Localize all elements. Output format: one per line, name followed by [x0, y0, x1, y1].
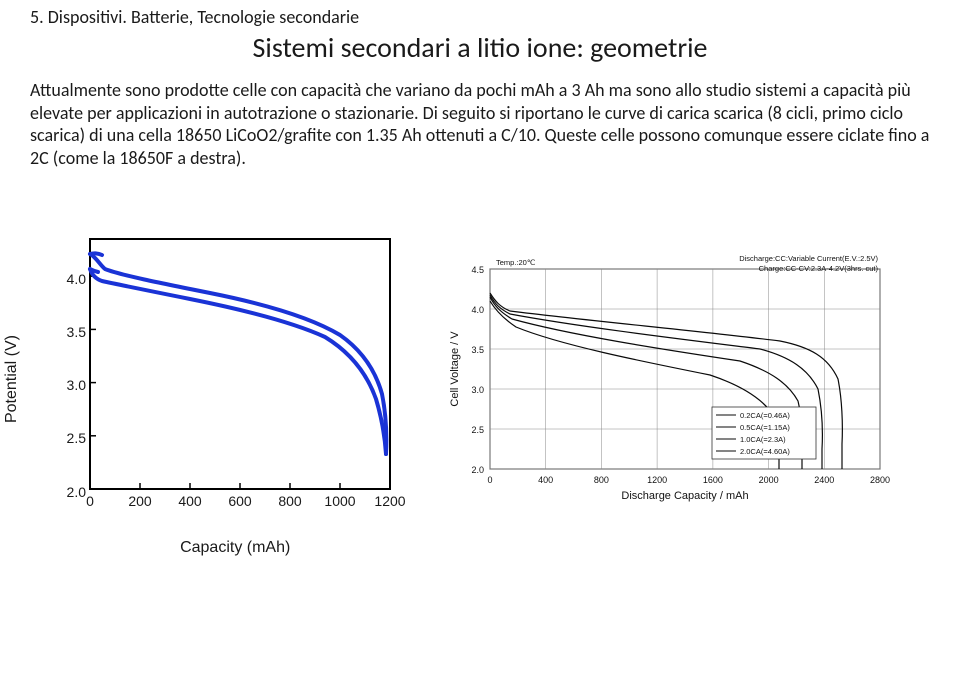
breadcrumb: 5. Dispositivi. Batterie, Tecnologie sec…: [30, 6, 930, 28]
svg-text:2000: 2000: [759, 475, 779, 485]
ytick: 2.5: [67, 430, 86, 446]
svg-text:1200: 1200: [647, 475, 667, 485]
svg-text:1.0CA(=2.3A): 1.0CA(=2.3A): [740, 435, 786, 444]
right-chart-xlabel: Discharge Capacity / mAh: [621, 490, 748, 502]
xtick: 200: [128, 493, 151, 509]
xtick: 800: [278, 493, 301, 509]
xtick: 1000: [324, 493, 355, 509]
ytick: 2.0: [67, 484, 86, 500]
body-paragraph: Attualmente sono prodotte celle con capa…: [30, 79, 930, 169]
ytick: 4.0: [67, 271, 86, 287]
svg-text:2.0CA(=4.60A): 2.0CA(=4.60A): [740, 447, 790, 456]
svg-text:0: 0: [487, 475, 492, 485]
xtick: 600: [228, 493, 251, 509]
xtick: 400: [178, 493, 201, 509]
svg-text:2.5: 2.5: [471, 425, 484, 435]
right-chart-svg: 4.5 4.0 3.5 3.0 2.5 2.0 0 400 800 1200 1…: [440, 249, 900, 509]
left-chart-svg: [30, 229, 410, 529]
svg-text:3.5: 3.5: [471, 345, 484, 355]
svg-text:Charge:CC-CV:2.3A-4.2V(3hrs. c: Charge:CC-CV:2.3A-4.2V(3hrs. cut): [759, 264, 879, 273]
left-chart: Potential (V) Capacity (mAh) 2.0 2.5 3.0…: [30, 229, 410, 529]
page-title: Sistemi secondari a litio ione: geometri…: [30, 30, 930, 65]
right-chart-ylabel: Cell Voltage / V: [449, 331, 461, 407]
svg-text:3.0: 3.0: [471, 385, 484, 395]
svg-text:4.5: 4.5: [471, 265, 484, 275]
slide-page: 5. Dispositivi. Batterie, Tecnologie sec…: [0, 0, 960, 539]
ytick: 3.5: [67, 324, 86, 340]
right-chart-temp: Temp.:20℃: [496, 258, 536, 267]
xtick: 1200: [374, 493, 405, 509]
left-chart-ylabel: Potential (V): [3, 335, 21, 423]
svg-text:2400: 2400: [814, 475, 834, 485]
xtick: 0: [86, 493, 94, 509]
svg-text:800: 800: [594, 475, 609, 485]
svg-text:0.2CA(=0.46A): 0.2CA(=0.46A): [740, 411, 790, 420]
svg-text:400: 400: [538, 475, 553, 485]
svg-text:2800: 2800: [870, 475, 890, 485]
svg-text:4.0: 4.0: [471, 305, 484, 315]
svg-text:Discharge:CC:Variable Current(: Discharge:CC:Variable Current(E.V.:2.5V): [739, 254, 878, 263]
charts-row: Potential (V) Capacity (mAh) 2.0 2.5 3.0…: [30, 229, 930, 529]
svg-text:1600: 1600: [703, 475, 723, 485]
svg-text:0.5CA(=1.15A): 0.5CA(=1.15A): [740, 423, 790, 432]
svg-text:2.0: 2.0: [471, 465, 484, 475]
left-chart-xlabel: Capacity (mAh): [180, 539, 290, 557]
ytick: 3.0: [67, 377, 86, 393]
right-chart: 4.5 4.0 3.5 3.0 2.5 2.0 0 400 800 1200 1…: [440, 249, 900, 509]
